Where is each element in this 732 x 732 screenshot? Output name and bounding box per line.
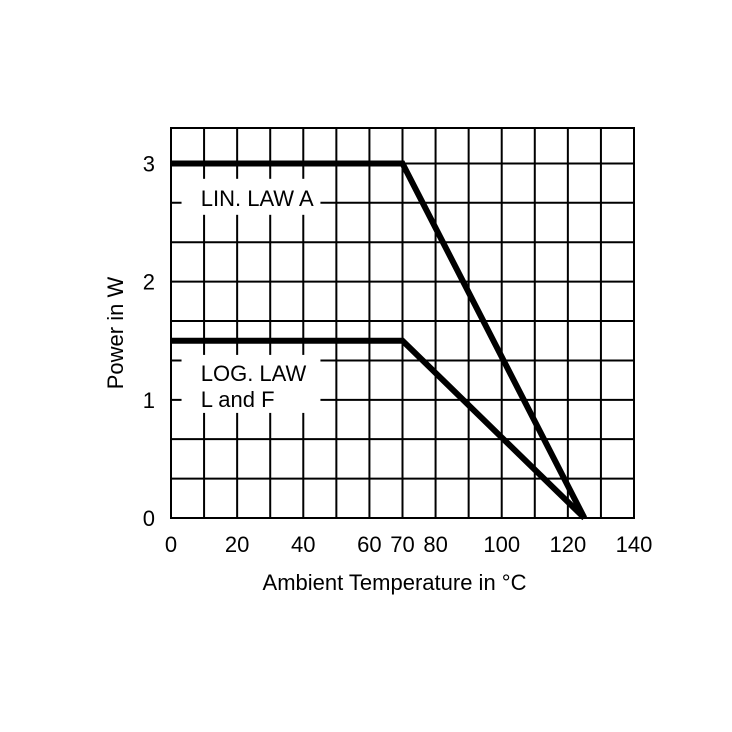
x-tick-label: 70	[390, 532, 414, 557]
x-tick-label: 100	[483, 532, 520, 557]
x-tick-label: 120	[549, 532, 586, 557]
x-tick-label: 0	[165, 532, 177, 557]
series-group	[171, 160, 588, 521]
y-tick-label: 3	[143, 151, 155, 176]
y-axis-label: Power in W	[103, 277, 128, 390]
tick-labels: 0 20 40 60 70 80 100 120 140 0 1 2 3	[143, 151, 653, 557]
annotations: LIN. LAW A LOG. LAW L and F	[181, 178, 321, 413]
annotation-background-lin-law	[181, 178, 321, 215]
x-tick-label: 80	[423, 532, 447, 557]
x-tick-label: 140	[616, 532, 653, 557]
annotation-background-log-law	[181, 354, 321, 413]
annotation-lin-law-a: LIN. LAW A	[201, 186, 314, 211]
x-tick-label: 40	[291, 532, 315, 557]
x-tick-label: 60	[357, 532, 381, 557]
y-tick-label: 2	[143, 270, 155, 295]
x-tick-label: 20	[225, 532, 249, 557]
x-axis-label: Ambient Temperature in °C	[263, 570, 527, 595]
series-line-lin-law-a	[171, 160, 588, 520]
series-line-log-law-l-and-f	[171, 337, 587, 521]
annotation-l-and-f: L and F	[201, 387, 275, 412]
annotation-log-law: LOG. LAW	[201, 361, 307, 386]
y-tick-label: 1	[143, 388, 155, 413]
y-tick-label: 0	[143, 506, 155, 531]
